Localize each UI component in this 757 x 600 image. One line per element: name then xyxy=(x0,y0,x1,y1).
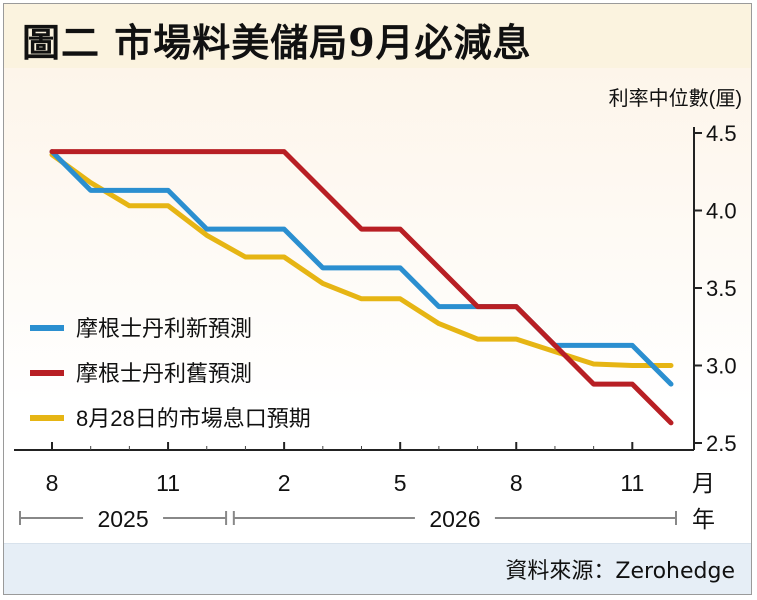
year-label: 2026 xyxy=(429,506,480,532)
source-note: 資料來源：Zerohedge xyxy=(505,559,735,584)
x-axis-year-label: 年 xyxy=(692,506,715,532)
y-tick-label: 2.5 xyxy=(706,431,737,456)
line-chart: 利率中位數(厘) 2.5 3.0 3.5 4.0 4.5 8 11 2 5 8 11 月年 2025 202… xyxy=(14,87,742,532)
legend-label: 摩根士丹利新預測 xyxy=(76,316,252,341)
plot-background xyxy=(4,68,751,548)
y-tick-label: 4.0 xyxy=(706,199,737,224)
x-tick-label: 11 xyxy=(620,470,644,496)
series-line xyxy=(49,149,674,426)
x-tick-label: 5 xyxy=(394,470,407,496)
x-tick-label: 8 xyxy=(46,470,59,496)
year-label: 2025 xyxy=(97,506,148,532)
x-tick-label: 11 xyxy=(156,470,180,496)
legend-label: 摩根士丹利舊預測 xyxy=(76,361,252,386)
x-tick-label: 8 xyxy=(510,470,523,496)
y-tick-label: 3.5 xyxy=(706,276,737,301)
x-axis-month-label: 月 xyxy=(692,470,715,496)
y-axis-title: 利率中位數(厘) xyxy=(609,87,742,110)
chart-header: 圖二 市場料美儲局9月必減息 xyxy=(4,4,751,68)
x-tick-label: 2 xyxy=(278,470,291,496)
chart-frame: 圖二 市場料美儲局9月必減息 資料來源：Zerohedge 利率中位數(厘) 2.… xyxy=(3,3,752,595)
y-tick-label: 4.5 xyxy=(706,121,737,146)
chart-footer: 資料來源：Zerohedge xyxy=(4,543,751,594)
series-line xyxy=(49,149,674,387)
chart-title: 圖二 市場料美儲局9月必減息 xyxy=(22,20,532,65)
legend-label: 8月28日的市場息口預期 xyxy=(76,406,311,431)
y-tick-label: 3.0 xyxy=(706,354,737,379)
